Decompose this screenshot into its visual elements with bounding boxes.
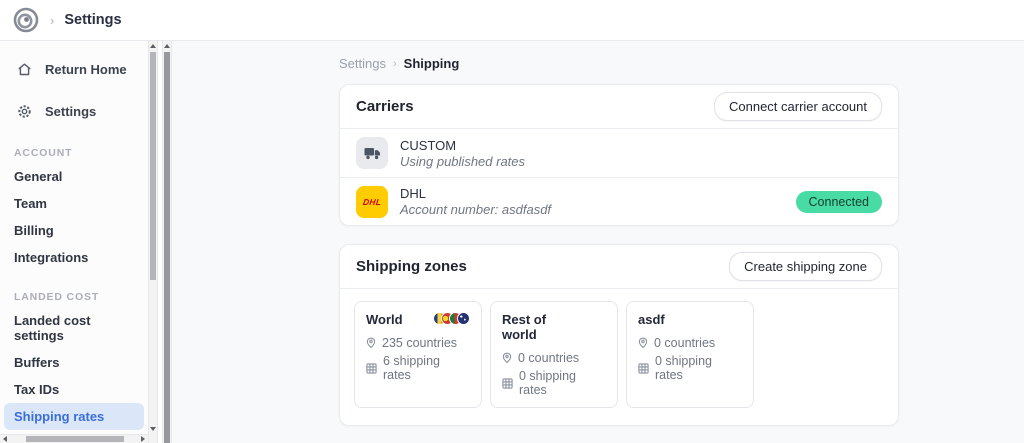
sidebar-item-return-home[interactable]: Return Home [0,53,148,85]
carriers-title: Carriers [356,98,414,115]
zone-card-asdf[interactable]: asdf 0 countries 0 shipping rates [626,301,754,408]
rates-grid-icon [502,377,513,389]
country-flags-icon [433,312,470,325]
status-badge-connected[interactable]: Connected [795,190,882,213]
scrollbar-thumb[interactable] [164,52,170,443]
sidebar-vertical-scrollbar[interactable] [148,41,158,443]
sidebar-item-buffers[interactable]: Buffers [14,355,60,370]
sidebar-section-landed-cost: LANDED COST [14,291,100,303]
zone-name: World [366,312,403,327]
carrier-subtitle: Using published rates [400,153,526,169]
rates-grid-icon [366,362,377,374]
scrollbar-thumb[interactable] [150,52,156,280]
topbar: › Settings [0,0,1024,41]
location-pin-icon [366,337,376,349]
create-shipping-zone-button[interactable]: Create shipping zone [729,252,882,281]
carrier-row-custom[interactable]: CUSTOM Using published rates [340,129,898,177]
chevron-right-icon: › [392,57,397,70]
sidebar-item-team[interactable]: Team [14,196,47,211]
gear-icon [16,103,32,119]
breadcrumb: Settings › Shipping [339,56,899,71]
sidebar-item-label: Settings [45,103,97,119]
zone-rates: 0 shipping rates [519,369,576,397]
breadcrumb-shipping: Shipping [403,56,460,71]
location-pin-icon [638,337,648,349]
scroll-right-icon[interactable] [138,435,148,443]
carrier-row-dhl[interactable]: DHL DHL Account number: asdfasdf Connect… [340,177,898,225]
breadcrumb-settings[interactable]: Settings [339,56,386,71]
sidebar-item-label: Return Home [45,61,127,77]
main-panel: Settings › Shipping Carriers Connect car… [172,41,1024,443]
sidebar-item-general[interactable]: General [14,169,63,184]
shipping-zones-card: Shipping zones Create shipping zone Worl… [339,244,899,426]
sidebar-horizontal-scrollbar[interactable] [0,434,148,443]
zone-countries: 0 countries [518,351,580,365]
carrier-name: CUSTOM [400,137,457,153]
sidebar-section-account: ACCOUNT [14,147,73,159]
zone-countries: 0 countries [654,336,716,350]
dhl-logo-icon: DHL [356,185,388,218]
location-pin-icon [502,352,512,364]
carrier-name: DHL [400,186,427,201]
carriers-card: Carriers Connect carrier account CUSTOM [339,84,899,226]
topbar-title: Settings [64,12,122,28]
zonos-logo-icon[interactable] [12,6,40,34]
scroll-up-icon[interactable] [163,41,171,51]
rates-grid-icon [638,362,649,374]
truck-icon [356,137,388,169]
connect-carrier-button[interactable]: Connect carrier account [713,92,882,121]
sidebar: Return Home Settings ACCOUNT General Tea… [0,41,148,443]
scroll-up-icon[interactable] [149,41,157,51]
zone-name: Rest of world [502,312,547,342]
zone-rates: 6 shipping rates [383,354,440,382]
sidebar-item-settings[interactable]: Settings [0,95,148,127]
chevron-right-icon: › [50,12,55,28]
zone-card-world[interactable]: World 235 countries 6 shipping rates [354,301,482,408]
sidebar-item-landed-cost-settings[interactable]: Landed cost settings [14,313,91,343]
zone-rates: 0 shipping rates [655,354,712,382]
home-icon [16,61,32,77]
page-vertical-scrollbar[interactable] [162,41,172,443]
sidebar-item-tax-ids[interactable]: Tax IDs [14,382,60,397]
sidebar-item-integrations[interactable]: Integrations [14,250,89,265]
carrier-subtitle: Account number: asdfasdf [400,202,552,217]
zone-card-rest-of-world[interactable]: Rest of world 0 countries 0 shipping rat… [490,301,618,408]
sidebar-item-billing[interactable]: Billing [14,223,54,238]
shipping-zones-title: Shipping zones [356,258,467,275]
scrollbar-thumb[interactable] [26,436,124,442]
sidebar-item-shipping-rates[interactable]: Shipping rates [4,403,144,430]
zone-countries: 235 countries [382,336,458,350]
zone-name: asdf [638,312,665,327]
scroll-left-icon[interactable] [0,435,10,443]
scroll-down-icon[interactable] [149,424,157,434]
